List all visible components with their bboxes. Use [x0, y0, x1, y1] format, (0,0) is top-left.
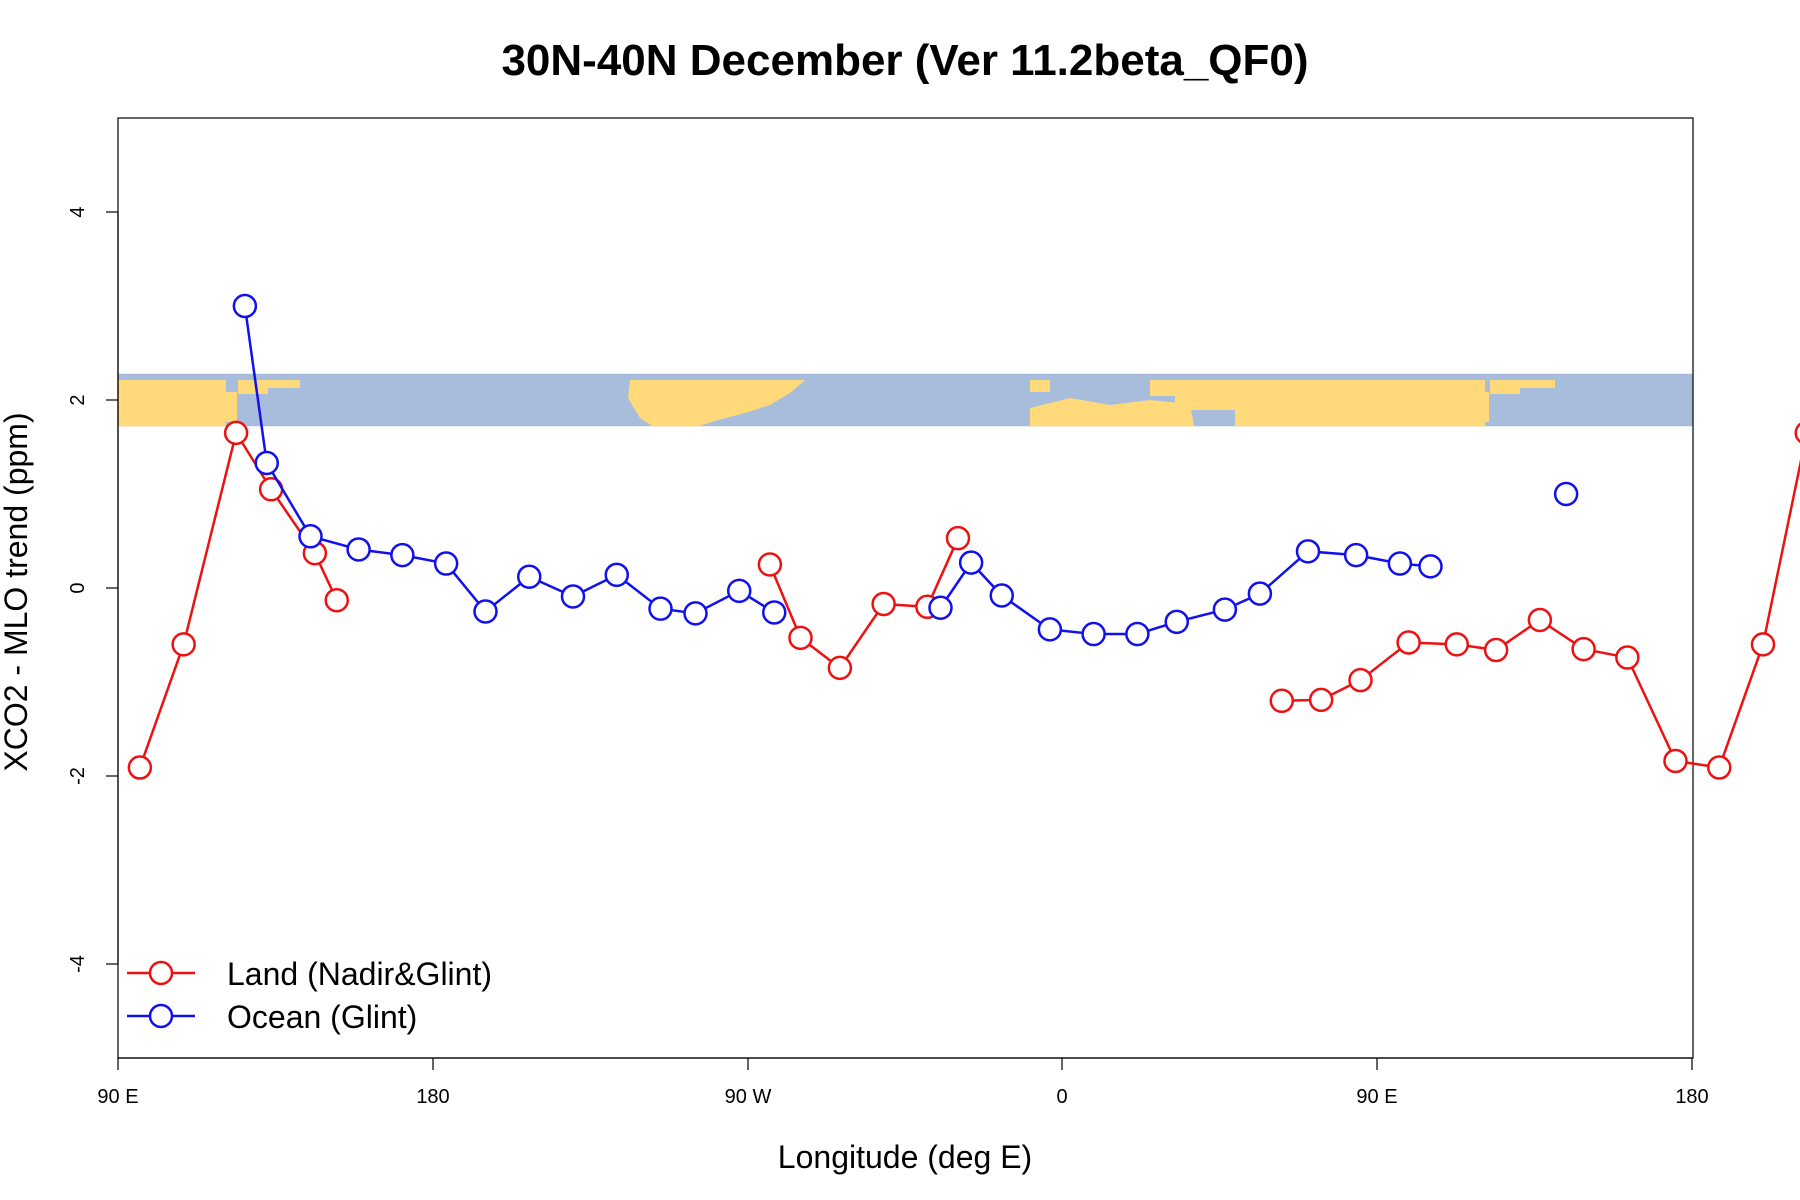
data-point [928, 595, 953, 620]
data-point [390, 542, 415, 568]
y-tick-label: 4 [67, 206, 89, 217]
data-point [788, 625, 813, 651]
y-tick-label: 0 [67, 582, 89, 593]
data-point [1348, 667, 1373, 693]
data-point [1396, 630, 1421, 655]
data-point [127, 755, 153, 780]
y-axis-label: XCO2 - MLO trend (ppm) [0, 412, 34, 771]
data-point [1125, 621, 1150, 647]
series-line [1281, 459, 1800, 769]
y-tick-label: -2 [67, 767, 89, 785]
data-point [1295, 539, 1321, 564]
data-point [1527, 607, 1553, 633]
y-tick-label: -4 [67, 955, 89, 973]
data-point [1247, 581, 1273, 606]
data-point [1081, 621, 1106, 647]
legend-label-land: Land (Nadir&Glint) [227, 956, 492, 992]
data-point [232, 293, 258, 319]
data-point [1571, 636, 1596, 662]
data-point [324, 587, 349, 613]
x-axis: 90 E 180 90 W 0 90 E 180 [97, 1057, 1709, 1108]
data-point [1750, 632, 1776, 657]
y-axis: -4 -2 0 2 4 [67, 206, 119, 973]
data-point [827, 655, 853, 681]
map-land [118, 380, 1555, 427]
x-tick-label: 180 [1675, 1086, 1708, 1108]
x-tick-label: 90 W [725, 1086, 772, 1108]
data-point [757, 552, 783, 577]
data-point [945, 525, 971, 551]
data-point [1483, 637, 1509, 663]
data-point [648, 596, 673, 621]
data-point [473, 599, 498, 624]
data-point [1707, 755, 1732, 780]
data-point [346, 537, 371, 562]
data-point [1212, 597, 1238, 622]
background-map-strip [118, 373, 1693, 427]
series-land [127, 420, 1800, 780]
data-point [1444, 632, 1469, 657]
data-point [1164, 609, 1189, 635]
x-tick-label: 90 E [1356, 1086, 1397, 1108]
data-point [727, 578, 752, 604]
x-tick-label: 90 E [97, 1086, 138, 1108]
data-point [560, 584, 586, 609]
data-point [1387, 551, 1413, 576]
legend-item-land: Land (Nadir&Glint) [127, 956, 492, 992]
legend-marker-ocean [148, 1003, 174, 1029]
data-point [298, 524, 323, 549]
data-point [1269, 688, 1294, 714]
series-ocean [232, 293, 1579, 647]
data-point [1663, 748, 1688, 774]
data-point [254, 450, 279, 476]
data-point [517, 564, 542, 589]
series-layer [127, 293, 1800, 780]
x-axis-label: Longitude (deg E) [778, 1139, 1032, 1175]
x-tick-label: 0 [1056, 1086, 1067, 1108]
series-line [243, 305, 775, 615]
series-line [138, 429, 338, 768]
series-line [768, 537, 960, 670]
legend-item-ocean: Ocean (Glint) [127, 999, 417, 1035]
data-point [1037, 617, 1063, 642]
data-point [1553, 481, 1579, 507]
data-point [1343, 542, 1369, 568]
data-point [1794, 422, 1800, 444]
data-point [604, 562, 629, 588]
data-point [958, 550, 984, 575]
data-point [989, 583, 1014, 608]
legend-marker-land [148, 960, 174, 986]
y-tick-label: 2 [67, 394, 89, 405]
x-tick-label: 180 [416, 1086, 449, 1108]
data-point [1308, 687, 1334, 713]
data-point [171, 632, 196, 657]
data-point [433, 551, 459, 576]
data-point [1615, 645, 1640, 670]
data-point [871, 591, 896, 617]
data-point [683, 601, 708, 626]
data-point [762, 600, 787, 625]
data-point [1418, 554, 1443, 579]
legend-label-ocean: Ocean (Glint) [227, 999, 417, 1035]
data-point [223, 420, 249, 446]
plot-frame [117, 117, 1694, 1059]
chart-title: 30N-40N December (Ver 11.2beta_QF0) [501, 36, 1308, 85]
legend: Land (Nadir&Glint) Ocean (Glint) [127, 956, 492, 1035]
